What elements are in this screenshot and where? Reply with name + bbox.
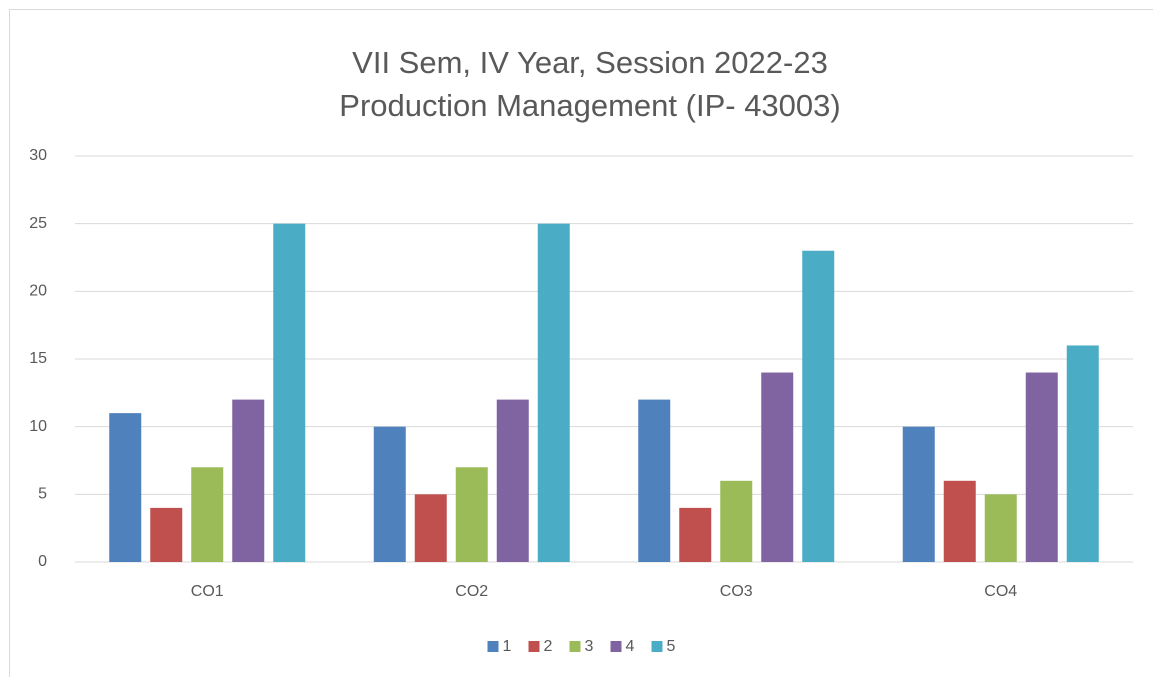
legend-swatch [651, 641, 663, 652]
x-tick-label: CO3 [720, 583, 753, 600]
x-tick-label: CO1 [191, 583, 224, 600]
legend-swatch [569, 641, 581, 652]
bar [373, 426, 406, 562]
legend-label: 1 [503, 638, 512, 655]
legend-label: 4 [626, 638, 635, 655]
x-tick-label: CO4 [984, 583, 1017, 600]
legend-label: 3 [585, 638, 594, 655]
bar [984, 494, 1017, 562]
bar [232, 399, 265, 562]
y-tick-label: 5 [38, 486, 47, 503]
y-tick-label: 0 [38, 553, 47, 570]
y-tick-label: 30 [29, 147, 47, 164]
y-tick-label: 15 [29, 350, 47, 367]
chart-title: Production Management (IP- 43003) [339, 88, 840, 123]
bar [1025, 372, 1058, 562]
bar [537, 223, 570, 562]
bar [109, 413, 142, 562]
bar [455, 467, 488, 562]
chart-frame [9, 9, 1153, 677]
legend-swatch [610, 641, 622, 652]
y-tick-label: 20 [29, 283, 47, 300]
legend-swatch [528, 641, 540, 652]
bar [638, 399, 671, 562]
y-tick-label: 25 [29, 215, 47, 232]
legend-label: 2 [544, 638, 553, 655]
x-tick-label: CO2 [455, 583, 488, 600]
y-tick-label: 10 [29, 418, 47, 435]
bar [679, 507, 712, 562]
legend-label: 5 [667, 638, 676, 655]
bar [273, 223, 306, 562]
legend-swatch [487, 641, 499, 652]
bar [720, 480, 753, 562]
bar [191, 467, 224, 562]
bar [496, 399, 529, 562]
bar [150, 507, 183, 562]
bar [943, 480, 976, 562]
bar [902, 426, 935, 562]
bar [761, 372, 794, 562]
bar [414, 494, 447, 562]
chart-title: VII Sem, IV Year, Session 2022-23 [352, 45, 828, 80]
bar [802, 250, 835, 562]
bar [1066, 345, 1099, 562]
